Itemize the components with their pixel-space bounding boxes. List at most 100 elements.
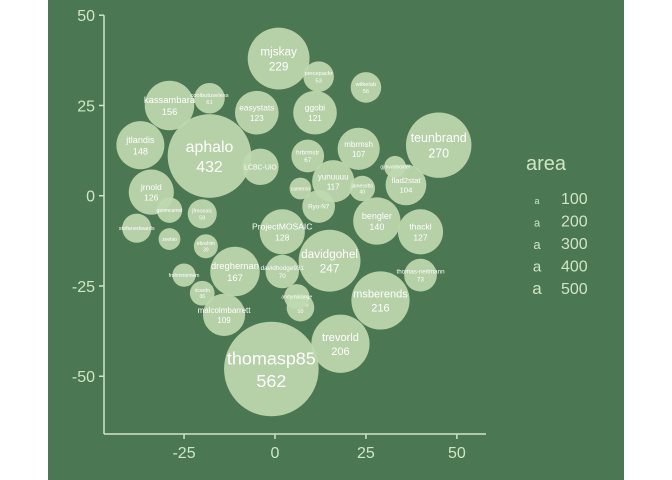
bubble-label: jfmosaic [191,208,212,214]
bubble-label: easystats [239,103,274,113]
bubble-16 [259,209,305,255]
bubble-13 [397,209,444,255]
bubble-32 [187,199,217,229]
y-tick-label: 50 [77,8,95,25]
bubble-22 [265,254,300,289]
bubble-label: jrnold [140,182,162,192]
bubble-label: teunbrand [411,131,467,145]
bubble-value-label: 117 [327,182,340,191]
bubble-label: trevorld [322,332,359,344]
bubble-label: geomcamel [157,208,183,214]
bubble-label: Ryo-N7 [308,204,330,211]
bubble-37 [158,228,181,250]
bubble-26 [122,213,152,243]
bubble-39 [289,177,312,200]
bubble-label: thackl [409,222,431,232]
bubble-value-label: 73 [417,276,424,283]
bubble-label: davidhodge931 [261,265,305,272]
x-tick-label: 50 [448,445,466,462]
bubble-value-label: 128 [275,232,290,242]
bubble-19 [242,148,279,186]
legend-label: 200 [561,214,588,231]
legend-entries: a 100 a 200 a 300 a 400 a 500 [532,191,588,298]
bubble-24 [350,72,382,103]
legend-label: 300 [561,236,588,253]
bubble-value-label: 58 [199,215,205,221]
legend-label: 500 [561,281,588,298]
legend-key: a [534,218,541,230]
bubble-label: thomas-neitmann [396,269,445,276]
bubble-value-label: 270 [428,147,449,161]
legend-key: a [533,237,541,252]
bubble-0 [224,321,319,417]
bubble-10 [234,90,279,135]
bubble-35 [193,234,218,259]
bubble-8 [116,121,165,170]
bubble-value-label: 70 [279,273,287,280]
bubble-value-label: 123 [250,113,264,123]
y-tick-label: 0 [86,189,95,206]
bubble-31 [194,82,225,114]
bubble-value-label: 247 [320,262,340,275]
bubble-label: wilkelab [355,82,377,88]
bubble-value-label: 121 [308,113,322,123]
bubble-label: bengler [362,211,392,221]
legend-key: a [533,259,542,276]
legend-label: 100 [561,191,588,208]
bubble-label: yunuuuu [318,172,349,181]
bubble-label: gjmvanboxtel [380,165,409,171]
axes: 50 25 0 -25 -50 -25 0 25 50 [72,8,486,462]
bubble-value-label: 53 [315,78,321,84]
bubble-value-label: 167 [227,272,243,283]
bubble-value-label: 109 [217,316,231,325]
bubble-17 [210,246,260,297]
bubble-label: coolbutuseless [190,93,228,99]
bubble-value-label: 61 [206,100,212,106]
bubble-value-label: 67 [304,157,311,164]
y-tick-label: 25 [77,98,95,115]
bubble-38 [384,155,406,178]
bubble-label: flad2stat [391,176,421,185]
bubble-label: aphalo [186,139,234,156]
bubble-value-label: 229 [269,60,289,73]
y-tick-label: -50 [72,369,95,386]
bubble-3 [247,27,310,90]
bubble-value-label: 216 [371,302,389,314]
bubble-value-label: 107 [352,150,366,159]
bubble-label: LCBC-UiO [244,164,277,171]
y-axis-ticks: 50 25 0 -25 -50 [72,8,104,386]
bubble-18 [202,293,246,336]
bubble-5 [351,271,410,330]
bubble-value-label: 36 [199,294,205,300]
bubble-21 [302,190,336,223]
bubble-28 [349,175,376,202]
bubble-4 [298,229,361,292]
bubble-label: ebrahim [197,241,215,247]
bubble-23 [404,258,437,292]
legend-title: area [526,153,567,175]
bubble-label: andyrnarange [281,295,312,301]
bubble-value-label: 40 [360,190,366,196]
bubble-label: cameron [291,186,311,192]
bubble-34 [189,280,215,306]
bubble-value-label: 50 [298,309,304,315]
bubble-1 [167,114,252,198]
x-tick-label: -25 [172,445,195,462]
bubble-label: thomasp85 [227,349,316,369]
bubble-value-label: 156 [162,106,178,117]
bubble-label: malcolmbarrett [198,306,252,315]
bubble-label: piecepackr [305,71,333,77]
bubble-label: mjskay [260,46,297,59]
bubble-value-label: 104 [400,186,414,195]
bubble-value-label: 56 [363,89,369,95]
bubble-2 [405,112,472,178]
x-tick-label: 25 [357,445,375,462]
bubble-value-label: 206 [331,346,349,358]
bubble-12 [353,197,401,245]
bubble-label: stefanedwards [119,226,155,232]
bubble-27 [156,197,183,223]
bubble-value-label: 39 [203,247,209,253]
bubble-label: davidgohel [301,248,358,261]
bubble-7 [144,80,195,131]
